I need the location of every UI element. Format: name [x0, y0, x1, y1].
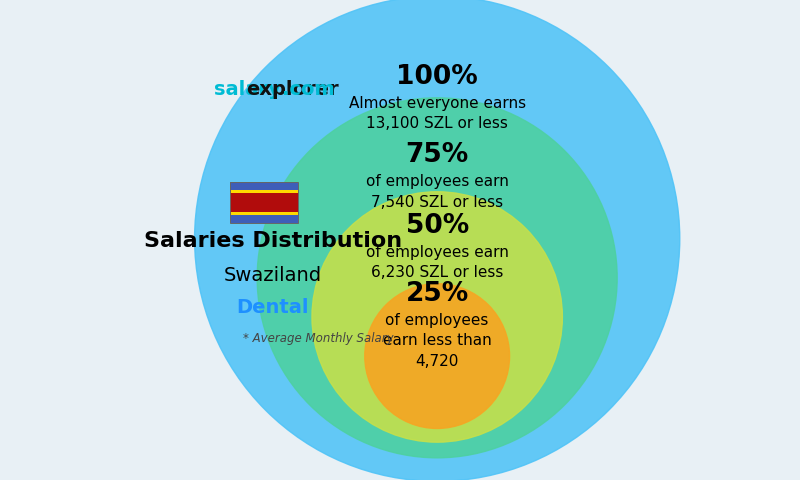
FancyBboxPatch shape [230, 182, 298, 190]
Text: of employees earn
7,540 SZL or less: of employees earn 7,540 SZL or less [366, 174, 509, 210]
FancyBboxPatch shape [230, 190, 298, 193]
Text: 50%: 50% [406, 213, 469, 239]
Text: .com: .com [282, 80, 335, 99]
Text: of employees
earn less than
4,720: of employees earn less than 4,720 [382, 313, 491, 369]
Text: Swaziland: Swaziland [224, 266, 322, 286]
FancyBboxPatch shape [230, 212, 298, 215]
Text: 100%: 100% [396, 64, 478, 90]
Text: Dental: Dental [237, 298, 309, 317]
Circle shape [365, 284, 510, 429]
FancyBboxPatch shape [230, 193, 298, 212]
Text: salary: salary [214, 80, 281, 99]
Text: 25%: 25% [406, 281, 469, 307]
Text: 75%: 75% [406, 142, 469, 168]
Text: Almost everyone earns
13,100 SZL or less: Almost everyone earns 13,100 SZL or less [349, 96, 526, 131]
Circle shape [257, 98, 617, 458]
Circle shape [312, 192, 562, 442]
Text: of employees earn
6,230 SZL or less: of employees earn 6,230 SZL or less [366, 245, 509, 280]
Text: * Average Monthly Salary: * Average Monthly Salary [243, 332, 394, 345]
Circle shape [194, 0, 680, 480]
Text: explorer: explorer [246, 80, 339, 99]
Text: Salaries Distribution: Salaries Distribution [144, 231, 402, 251]
FancyBboxPatch shape [230, 215, 298, 223]
